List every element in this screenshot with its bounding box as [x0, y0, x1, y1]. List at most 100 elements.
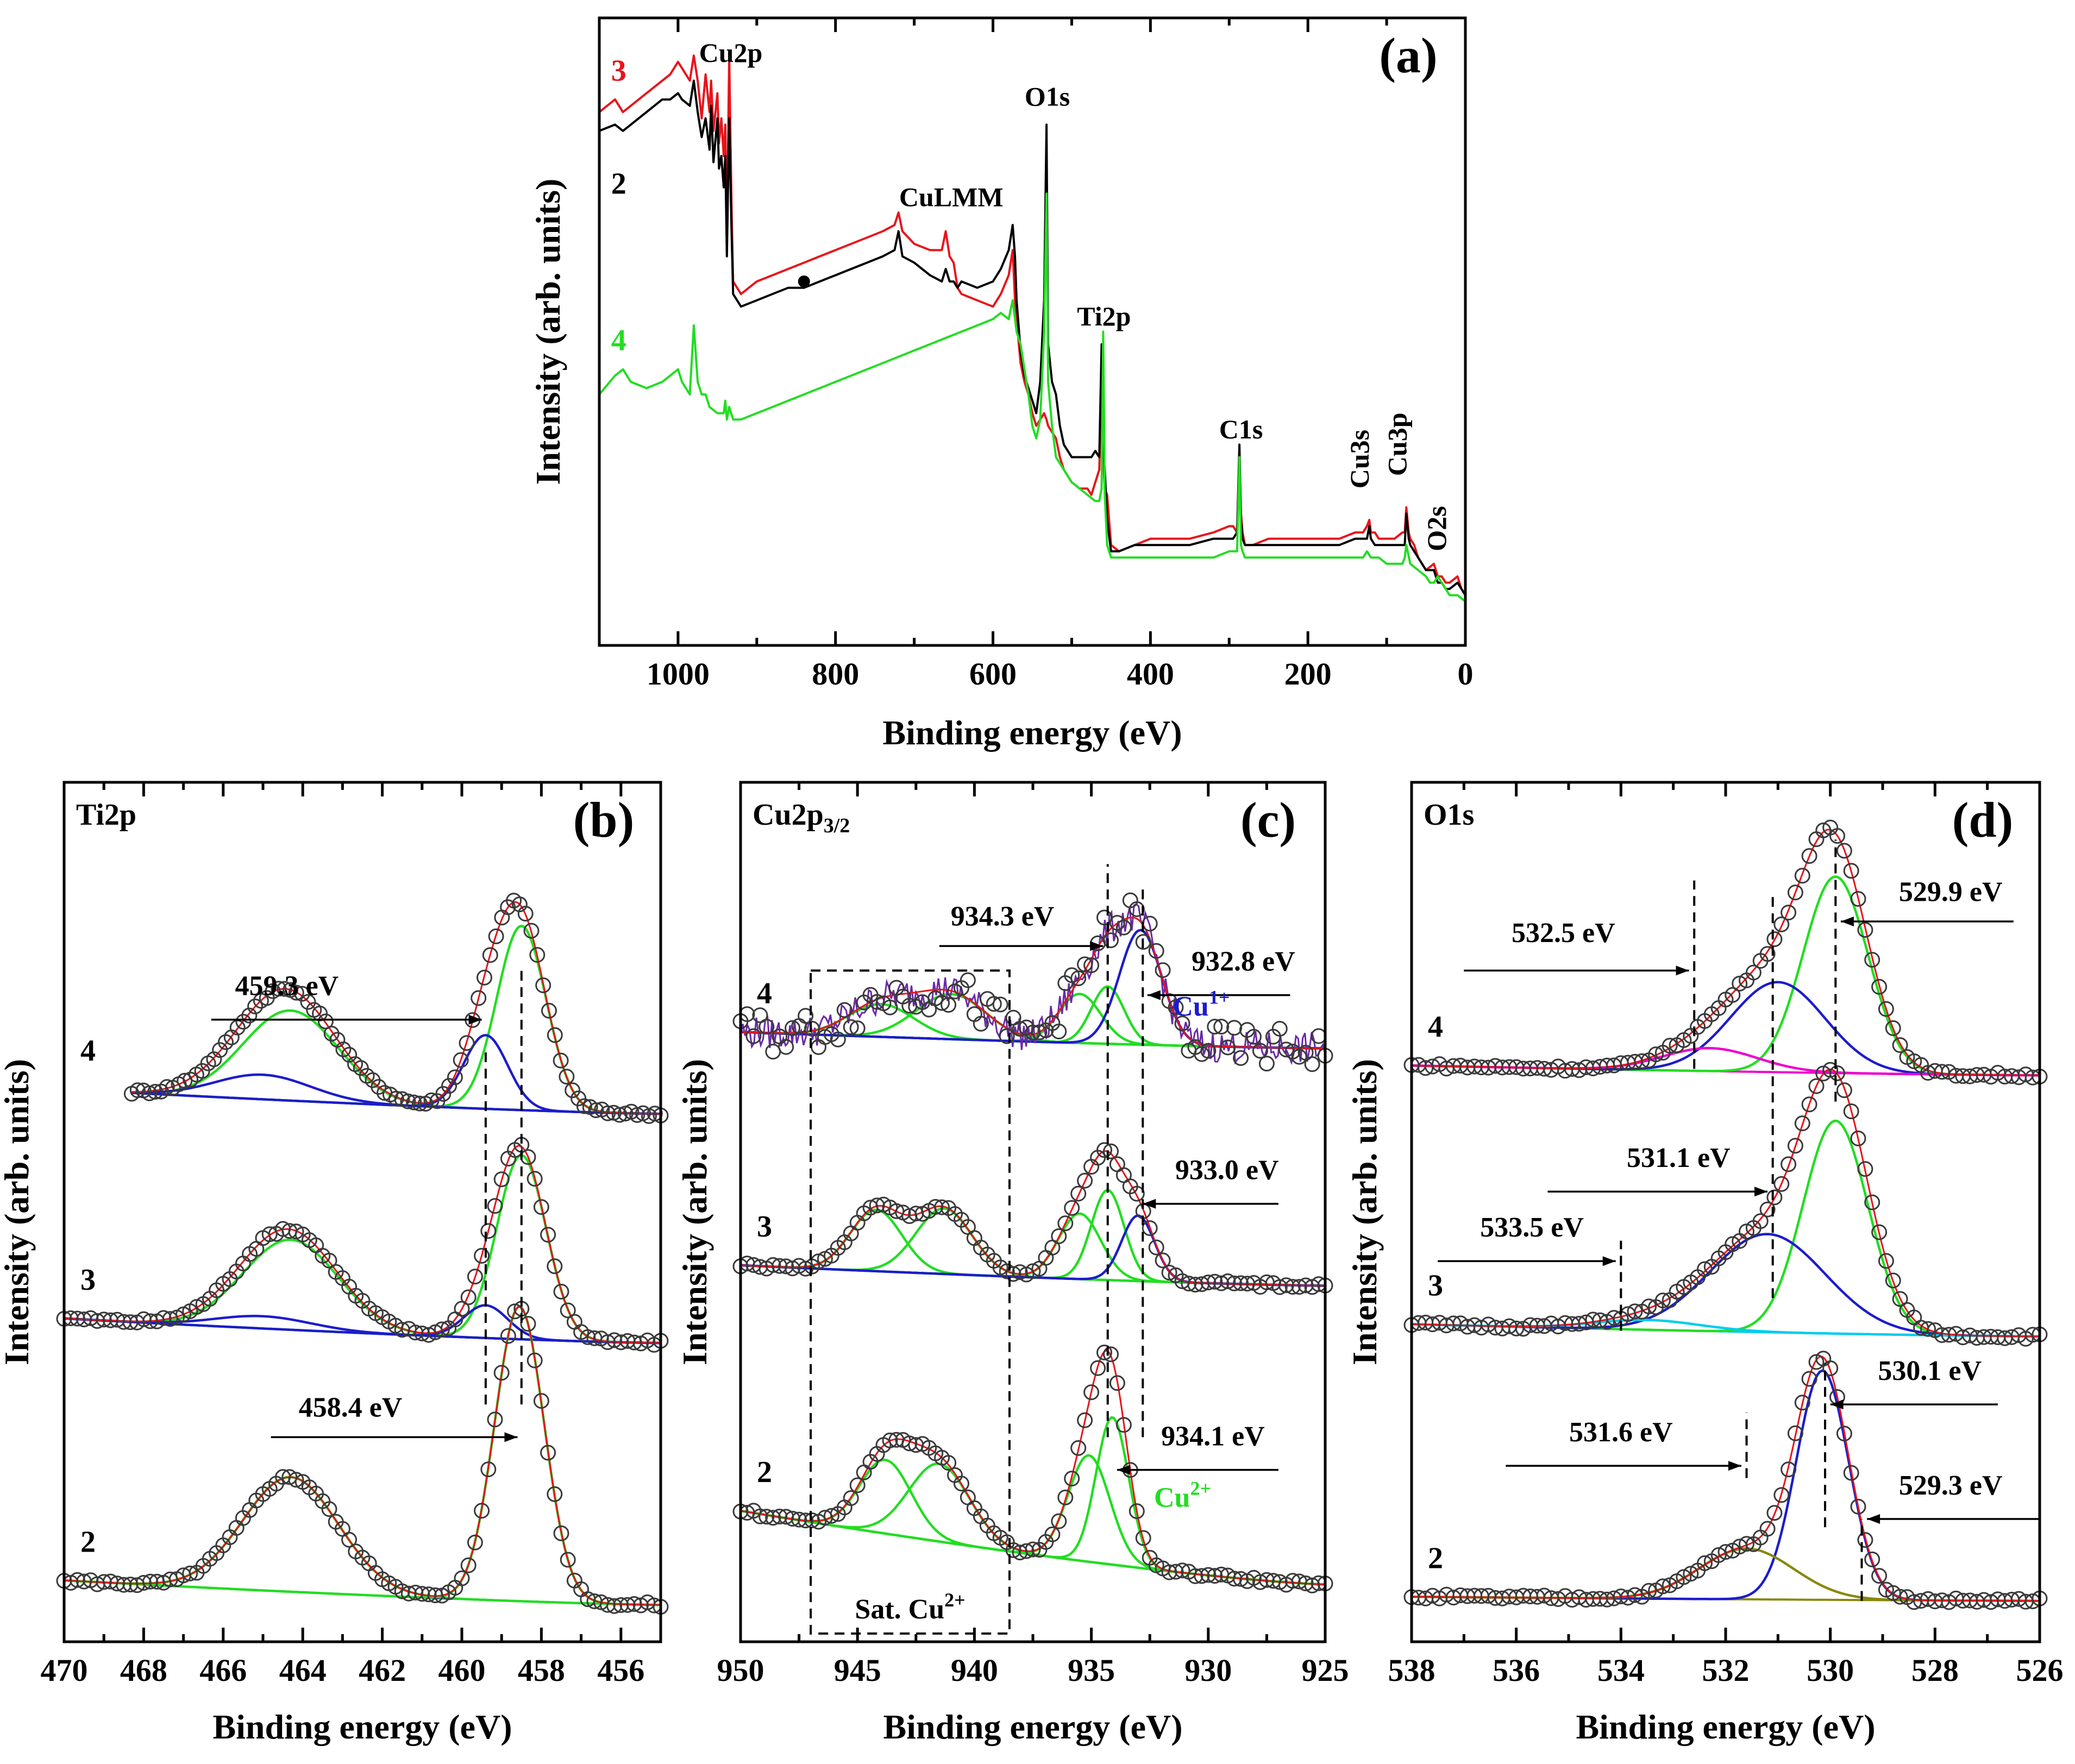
data-point — [1077, 956, 1093, 972]
data-point — [1878, 1581, 1894, 1598]
data-point — [1843, 863, 1859, 879]
panel-c-frame — [739, 781, 1327, 1643]
x-tick-label: 458 — [518, 1653, 565, 1688]
data-point — [992, 996, 1008, 1013]
data-point — [1278, 1277, 1294, 1294]
data-point — [459, 1035, 475, 1051]
data-point — [791, 1511, 807, 1528]
panel-a-frame — [598, 16, 1467, 647]
data-point — [1627, 1587, 1643, 1603]
data-point — [1258, 1572, 1275, 1588]
data-point — [547, 1258, 563, 1275]
energy-arrow-head — [1754, 1187, 1768, 1197]
panel-c-xlabel: Binding energy (eV) — [883, 1707, 1182, 1746]
data-point — [1096, 1142, 1112, 1158]
data-point — [434, 1321, 450, 1338]
data-point — [758, 1509, 775, 1525]
data-point — [1739, 1223, 1754, 1240]
peak-label: O1s — [1025, 81, 1070, 112]
data-point — [535, 977, 551, 994]
data-point — [467, 1534, 483, 1550]
data-point — [69, 1310, 85, 1327]
panel-b-curves: 4 3 2 — [56, 893, 669, 1615]
data-point — [1077, 1172, 1093, 1189]
panel-a-peak-labels: Cu2p CuLMM O1s Ti2p C1s Cu3s Cu3p O2s — [699, 37, 1452, 551]
data-point — [520, 1316, 536, 1332]
data-point — [155, 1310, 172, 1326]
panel-b-annotations: 459.3 eV 458.4 eV — [211, 970, 523, 1442]
x-tick-label: 930 — [1184, 1653, 1232, 1688]
panel-a-ylabel: Intensity (arb. units) — [529, 179, 567, 485]
data-point — [1129, 1503, 1145, 1520]
data-point — [1654, 1578, 1671, 1594]
data-point — [1892, 1291, 1908, 1307]
data-point — [1194, 1568, 1210, 1584]
satellite-box — [810, 969, 1011, 1635]
data-point — [606, 1332, 623, 1348]
data-point — [1787, 1425, 1803, 1441]
data-point — [241, 1007, 258, 1024]
energy-label: 529.3 eV — [1899, 1470, 2003, 1501]
energy-label: 529.9 eV — [1899, 876, 2003, 907]
data-point — [1304, 1577, 1320, 1593]
panel-b-ylabel: Intensity (arb. units) — [0, 1059, 36, 1365]
data-point — [1070, 970, 1087, 987]
x-tick-label: 925 — [1302, 1653, 1349, 1688]
data-point — [1794, 868, 1810, 884]
data-point — [1109, 1156, 1125, 1172]
data-point — [1168, 1564, 1184, 1580]
data-point — [435, 1086, 452, 1102]
data-point — [1627, 1303, 1643, 1320]
data-point — [159, 1079, 175, 1095]
species-label-sup: 2+ — [1190, 1477, 1211, 1499]
energy-arrow-head — [1676, 965, 1689, 976]
data-point — [533, 1393, 549, 1409]
data-point — [1207, 1019, 1223, 1035]
data-point — [1787, 884, 1803, 901]
trace-label: 2 — [757, 1455, 772, 1489]
trace-label: 4 — [757, 977, 772, 1010]
data-point — [1759, 1521, 1776, 1537]
survey-line-4 — [598, 192, 1466, 602]
data-point — [1864, 952, 1880, 968]
data-point — [1781, 905, 1797, 921]
x-tick-label: 600 — [969, 656, 1017, 692]
satellite-label: Sat. Cu2+ — [855, 1589, 965, 1625]
panel-d-ylabel: Intensity (arb. units) — [1345, 1059, 1384, 1365]
satellite-label-main: Sat. Cu — [855, 1594, 944, 1625]
data-point — [1892, 1589, 1908, 1605]
data-point — [1057, 1489, 1074, 1505]
data-point — [1725, 987, 1741, 1003]
data-point — [116, 1314, 132, 1330]
data-point — [811, 1039, 826, 1055]
data-point — [999, 1028, 1015, 1044]
data-point — [1012, 1264, 1028, 1280]
energy-arrow-head — [1147, 990, 1161, 1000]
data-point — [1297, 1277, 1314, 1294]
x-tick-label: 528 — [1911, 1653, 1959, 1688]
data-point — [371, 1079, 387, 1095]
data-point — [1252, 1043, 1268, 1059]
energy-label: 532.5 eV — [1512, 918, 1615, 949]
data-point — [1801, 848, 1817, 864]
data-point — [1284, 1279, 1301, 1295]
data-point — [1155, 962, 1171, 978]
data-point — [1233, 1050, 1249, 1066]
data-point — [1850, 1131, 1866, 1146]
data-point — [1226, 1020, 1243, 1036]
data-point — [454, 1301, 470, 1317]
data-point — [869, 994, 885, 1010]
panel-c-corner-sub: 3/2 — [824, 814, 850, 837]
data-point — [1271, 1279, 1288, 1295]
panel-a-series-labels: 3 2 4 — [611, 54, 626, 358]
data-point — [1271, 1021, 1288, 1037]
data-point — [960, 972, 976, 988]
data-point — [526, 1352, 543, 1368]
data-point — [493, 1365, 510, 1381]
data-point — [758, 1019, 775, 1035]
data-point — [1304, 1056, 1320, 1072]
data-point — [523, 922, 540, 939]
data-point — [553, 1525, 569, 1541]
data-point — [1155, 1252, 1171, 1269]
